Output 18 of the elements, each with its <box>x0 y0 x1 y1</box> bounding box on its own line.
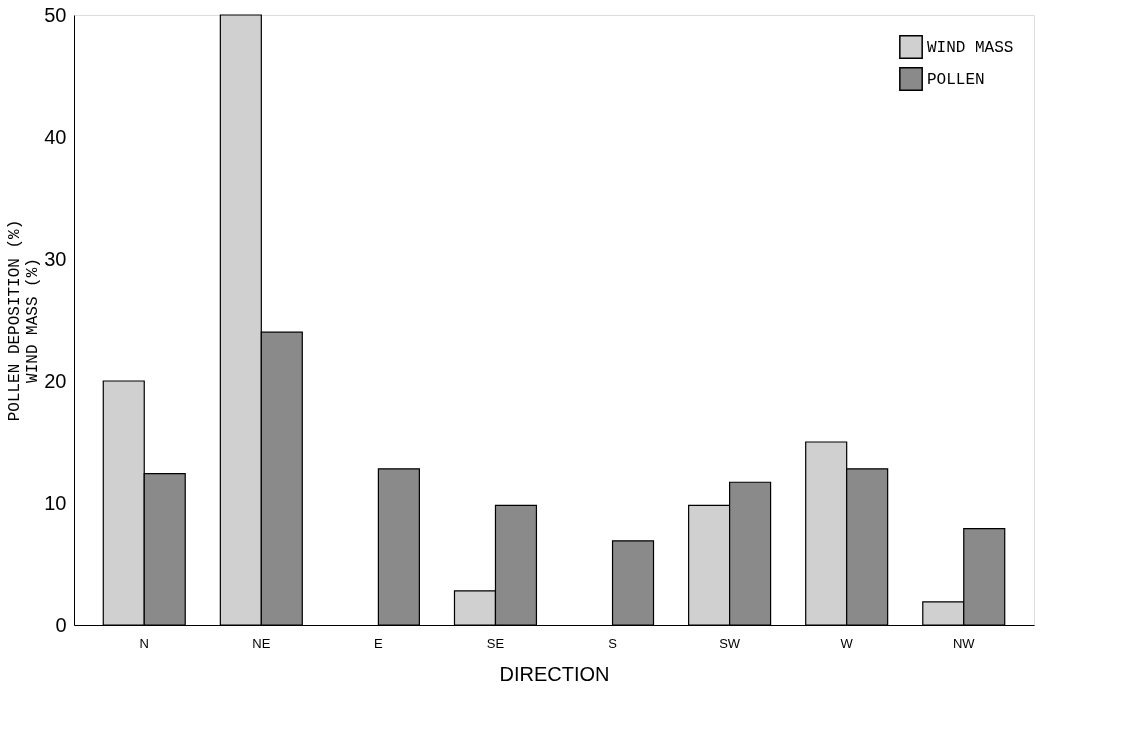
x-tick-label: SW <box>719 635 741 651</box>
legend-label: POLLEN <box>927 71 985 89</box>
y-tick-label: 50 <box>44 3 67 26</box>
legend-label: WIND MASS <box>927 39 1014 57</box>
x-tick-label: NE <box>252 635 271 651</box>
x-tick-label: NW <box>952 635 976 651</box>
y-tick-label: 30 <box>44 247 67 270</box>
y-tick-label: 20 <box>44 369 67 392</box>
x-tick-label: W <box>840 635 854 651</box>
x-axis-title: DIRECTION <box>499 662 610 685</box>
x-tick-label: S <box>608 635 618 651</box>
y-tick-label: 0 <box>55 613 67 636</box>
y-tick-label: 10 <box>44 491 67 514</box>
x-tick-label: N <box>139 635 149 651</box>
x-tick-label: SE <box>486 635 505 651</box>
y-axis-title: POLLEN DEPOSITION (%) WIND MASS (%) <box>6 219 43 422</box>
y-tick-label: 40 <box>44 125 67 148</box>
x-tick-label: E <box>374 635 384 651</box>
